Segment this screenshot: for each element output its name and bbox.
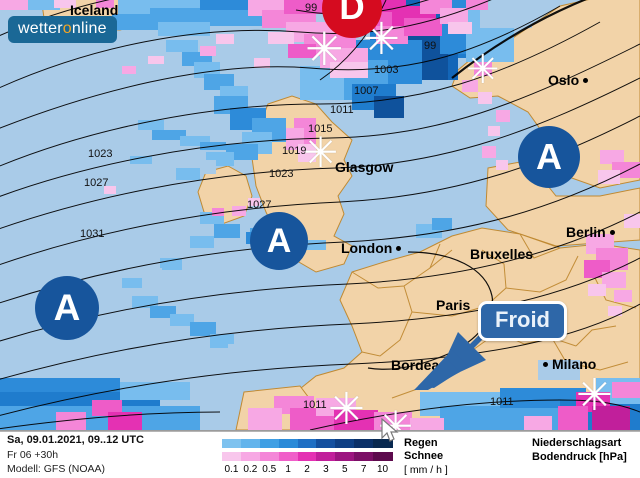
city-label: Oslo xyxy=(548,72,589,88)
logo-text-part1: wetter xyxy=(18,20,63,37)
isobar-label: 1015 xyxy=(308,123,333,135)
snowflake-icon: ✳ xyxy=(303,129,339,176)
city-label: Paris xyxy=(436,297,470,313)
high-pressure-marker: A xyxy=(518,126,580,188)
city-label: Bruxelles xyxy=(470,246,533,262)
city-label: London xyxy=(341,240,402,256)
legend-color-swatch xyxy=(316,452,337,461)
legend-color-swatch xyxy=(335,439,356,448)
legend-color-swatch xyxy=(354,439,375,448)
legend-tick-label: 0.5 xyxy=(262,464,277,475)
isobar-label: 99 xyxy=(424,40,437,52)
weather-map[interactable]: wetteronline Iceland Oslo Berlin Glasgow Lon… xyxy=(0,0,640,430)
legend-color-swatch xyxy=(222,452,242,461)
isobar-label: 1007 xyxy=(354,85,379,97)
city-marker-dot xyxy=(583,77,589,83)
legend-color-swatch xyxy=(240,452,261,461)
map-footer: Sa, 09.01.2021, 09..12 UTC Fr 06 +30h Mo… xyxy=(0,430,640,478)
isobar-label: 1031 xyxy=(80,228,105,240)
legend-color-swatch xyxy=(222,439,242,448)
city-label: Milano xyxy=(543,356,596,372)
legend-color-swatch xyxy=(259,439,280,448)
city-name: Glasgow xyxy=(335,159,394,175)
logo-text-part2: nline xyxy=(71,20,107,37)
legend-color-swatch xyxy=(373,452,394,461)
high-pressure-marker: A xyxy=(250,212,308,270)
isobar-label: 99 xyxy=(305,2,318,14)
city-name: Oslo xyxy=(548,72,580,88)
isobar-label: 1011 xyxy=(330,104,354,116)
snowflake-icon: ✳ xyxy=(328,385,365,431)
city-marker-dot xyxy=(396,245,402,251)
legend-tick-label: 2 xyxy=(304,464,310,475)
forecast-model: Modell: GFS (NOAA) xyxy=(7,463,106,475)
isobar-label: 1011 xyxy=(303,399,327,411)
isobar-label: 1011 xyxy=(490,396,514,408)
wetteronline-logo[interactable]: wetteronline xyxy=(8,16,117,43)
legend-precip-type-label: Niederschlagsart xyxy=(532,437,622,449)
isobar-label: 1027 xyxy=(84,177,109,189)
legend-color-swatch xyxy=(335,452,356,461)
city-marker-dot xyxy=(543,361,548,367)
isobar-label: 1019 xyxy=(282,145,307,157)
legend-color-swatch xyxy=(373,439,394,448)
city-label: Iceland xyxy=(70,2,118,18)
legend-tick-label: 1 xyxy=(285,464,291,475)
froid-callout-label: Froid xyxy=(478,301,567,341)
isobar-label: 1023 xyxy=(88,148,113,160)
legend-rain-label: Regen xyxy=(404,437,438,449)
city-name: Berlin xyxy=(566,224,606,240)
legend-color-swatch xyxy=(316,439,337,448)
city-marker-dot xyxy=(609,229,615,235)
city-label: Berlin xyxy=(566,224,615,240)
footer-divider xyxy=(0,431,640,432)
city-name: Milano xyxy=(552,356,597,372)
legend-tick-label: 5 xyxy=(341,464,348,475)
legend-tick-label: 0.1 xyxy=(224,464,239,475)
legend-color-swatch xyxy=(297,452,318,461)
legend-tick-label: 7 xyxy=(360,464,367,475)
city-name: Bruxelles xyxy=(470,246,534,262)
city-name: London xyxy=(341,240,393,256)
legend-tick-label: 0.2 xyxy=(243,464,258,475)
legend-color-swatch xyxy=(297,439,318,448)
snowflake-icon: ✳ xyxy=(576,371,613,420)
legend-color-swatch xyxy=(278,452,299,461)
legend-tick-label: 3 xyxy=(323,464,329,475)
snowflake-icon: ✳ xyxy=(466,48,500,92)
isobar-label: 1027 xyxy=(247,199,272,211)
forecast-timestamp: Sa, 09.01.2021, 09..12 UTC xyxy=(7,434,144,446)
forecast-run: Fr 06 +30h xyxy=(7,449,59,461)
legend-pressure-label: Bodendruck [hPa] xyxy=(532,451,627,463)
rain-color-bar xyxy=(222,439,394,448)
legend-color-swatch xyxy=(278,439,299,448)
city-name: Paris xyxy=(436,297,471,313)
legend-color-swatch xyxy=(259,452,280,461)
legend-color-swatch xyxy=(354,452,375,461)
city-name: Iceland xyxy=(70,2,119,18)
legend-tick-label: 10 xyxy=(376,464,389,475)
city-label: Glasgow xyxy=(335,159,393,175)
legend-unit-label: [ mm / h ] xyxy=(404,464,448,476)
high-pressure-marker: A xyxy=(35,276,99,340)
legend-snow-label: Schnee xyxy=(404,450,444,462)
logo-text-highlight: o xyxy=(62,20,72,37)
isobar-label: 1023 xyxy=(269,168,294,180)
snow-color-bar xyxy=(222,452,394,461)
legend-color-swatch xyxy=(240,439,261,448)
mouse-cursor-icon xyxy=(381,418,399,442)
isobar-label: 1003 xyxy=(374,64,399,76)
forecast-stamp: Sa, 09.01.2021, 09..12 UTC Fr 06 +30h Mo… xyxy=(7,434,144,477)
precipitation-legend: Regen Schnee [ mm / h ] 0.1 0.2 0.5 1 2 3 5 7 10… xyxy=(222,436,640,478)
